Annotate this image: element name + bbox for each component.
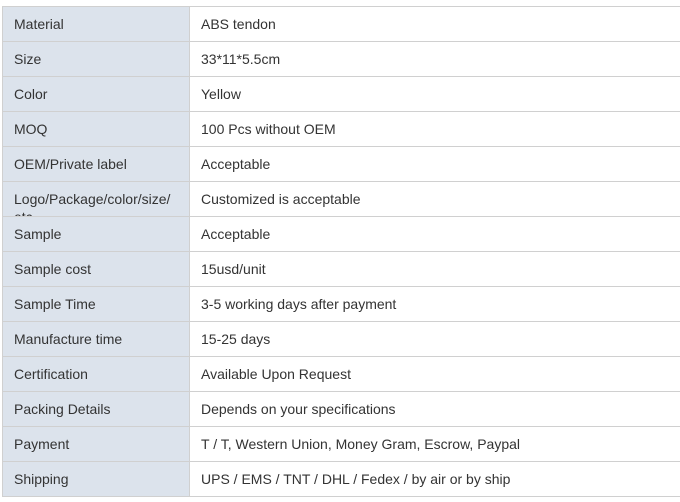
spec-value-cell: Yellow — [189, 76, 680, 112]
spec-value-cell: 100 Pcs without OEM — [189, 111, 680, 147]
spec-value: 33*11*5.5cm — [201, 51, 281, 67]
spec-label: Certification — [14, 366, 88, 382]
spec-value: UPS / EMS / TNT / DHL / Fedex / by air o… — [201, 471, 511, 487]
spec-label-cell: OEM/Private label — [2, 146, 190, 182]
spec-label-cell: Color — [2, 76, 190, 112]
spec-label-cell: Shipping — [2, 461, 190, 497]
spec-value: Yellow — [201, 86, 241, 102]
spec-value-cell: Acceptable — [189, 216, 680, 252]
spec-value-cell: Available Upon Request — [189, 356, 680, 392]
spec-value-cell: Acceptable — [189, 146, 680, 182]
spec-label: Shipping — [14, 471, 69, 487]
spec-label-cell: Material — [2, 6, 190, 42]
table-row: Certification Available Upon Request — [2, 356, 680, 392]
spec-value: 15-25 days — [201, 331, 271, 347]
spec-label-cell: Logo/Package/color/size/ etc. — [2, 181, 190, 217]
spec-label: Packing Details — [14, 401, 111, 417]
spec-label: MOQ — [14, 121, 48, 137]
table-row: Packing Details Depends on your specifica… — [2, 391, 680, 427]
spec-value: ABS tendon — [201, 16, 276, 32]
table-row: Payment T / T, Western Union, Money Gram,… — [2, 426, 680, 462]
spec-value-cell: ABS tendon — [189, 6, 680, 42]
spec-value: Available Upon Request — [201, 366, 351, 382]
spec-value: Customized is acceptable — [201, 191, 361, 207]
spec-label-cell: Sample cost — [2, 251, 190, 287]
spec-label: OEM/Private label — [14, 156, 127, 172]
table-row: OEM/Private label Acceptable — [2, 146, 680, 182]
spec-label-cell: Manufacture time — [2, 321, 190, 357]
spec-value: 100 Pcs without OEM — [201, 121, 336, 137]
spec-value: 3-5 working days after payment — [201, 296, 397, 312]
spec-label: Manufacture time — [14, 331, 123, 347]
spec-value-cell: T / T, Western Union, Money Gram, Escrow… — [189, 426, 680, 462]
spec-label: Sample — [14, 226, 62, 242]
table-row: MOQ 100 Pcs without OEM — [2, 111, 680, 147]
spec-value: 15usd/unit — [201, 261, 266, 277]
spec-label: Sample Time — [14, 296, 96, 312]
spec-label: Color — [14, 86, 48, 102]
table-row: Sample Acceptable — [2, 216, 680, 252]
spec-label-cell: Packing Details — [2, 391, 190, 427]
spec-label-cell: Payment — [2, 426, 190, 462]
spec-label: Payment — [14, 436, 70, 452]
spec-label: Logo/Package/color/size/ etc. — [14, 191, 171, 216]
spec-label-cell: Sample — [2, 216, 190, 252]
table-row: Manufacture time 15-25 days — [2, 321, 680, 357]
spec-label-cell: Size — [2, 41, 190, 77]
spec-value-cell: Customized is acceptable — [189, 181, 680, 217]
spec-value: Depends on your specifications — [201, 401, 396, 417]
spec-label-cell: Certification — [2, 356, 190, 392]
table-row: Material ABS tendon — [2, 6, 680, 42]
spec-value-cell: 3-5 working days after payment — [189, 286, 680, 322]
spec-label-cell: MOQ — [2, 111, 190, 147]
spec-value: Acceptable — [201, 156, 271, 172]
spec-value: T / T, Western Union, Money Gram, Escrow… — [201, 436, 521, 452]
spec-value: Acceptable — [201, 226, 271, 242]
spec-value-cell: UPS / EMS / TNT / DHL / Fedex / by air o… — [189, 461, 680, 497]
spec-value-cell: 15usd/unit — [189, 251, 680, 287]
spec-label: Sample cost — [14, 261, 92, 277]
spec-label-cell: Sample Time — [2, 286, 190, 322]
table-row: Sample Time 3-5 working days after paymen… — [2, 286, 680, 322]
spec-label: Material — [14, 16, 64, 32]
product-spec-table: Material ABS tendon Size 33*11*5.5cm Color Ye… — [2, 6, 680, 497]
table-row: Size 33*11*5.5cm — [2, 41, 680, 77]
spec-value-cell: 15-25 days — [189, 321, 680, 357]
spec-value-cell: 33*11*5.5cm — [189, 41, 680, 77]
table-row: Shipping UPS / EMS / TNT / DHL / Fedex / … — [2, 461, 680, 497]
spec-label: Size — [14, 51, 42, 67]
table-row: Sample cost 15usd/unit — [2, 251, 680, 287]
spec-value-cell: Depends on your specifications — [189, 391, 680, 427]
table-row: Color Yellow — [2, 76, 680, 112]
table-row: Logo/Package/color/size/ etc. Customized … — [2, 181, 680, 217]
